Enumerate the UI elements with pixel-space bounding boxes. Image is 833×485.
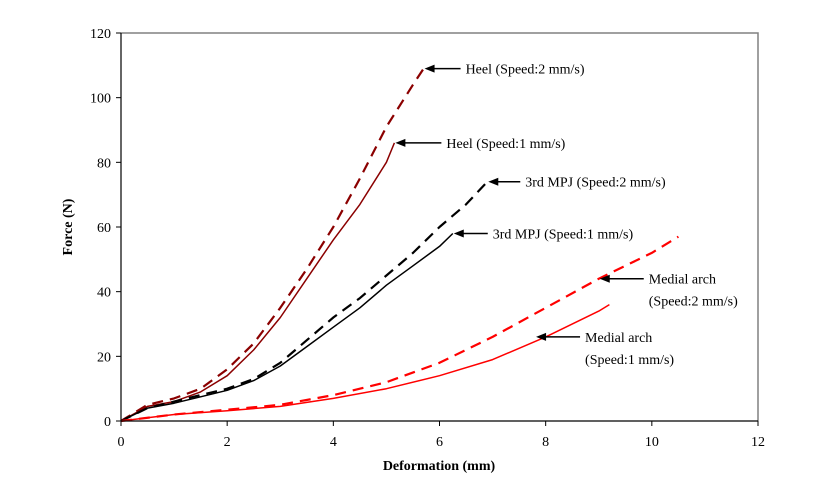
annotation-label: (Speed:1 mm/s) <box>585 353 674 368</box>
arrow-head <box>395 138 406 147</box>
y-tick-label: 60 <box>97 221 111 236</box>
y-tick-label: 80 <box>97 156 111 171</box>
series-line-6 <box>120 303 610 422</box>
arrow-head <box>424 64 435 73</box>
x-tick-label: 12 <box>751 435 765 450</box>
arrow-head <box>488 177 499 186</box>
y-tick-label: 120 <box>90 27 111 42</box>
arrow-head <box>536 332 547 341</box>
x-tick-label: 8 <box>542 435 549 450</box>
y-tick-label: 40 <box>97 286 111 301</box>
x-tick-label: 10 <box>645 435 659 450</box>
x-tick-label: 0 <box>118 435 125 450</box>
y-tick-label: 100 <box>90 92 111 107</box>
annotation-label: (Speed:2 mm/s) <box>649 295 738 310</box>
y-tick-label: 20 <box>97 350 111 365</box>
arrow-head <box>599 274 610 283</box>
annotation-label: Medial arch <box>585 331 652 346</box>
series-layer <box>120 67 679 423</box>
y-tick-label: 0 <box>104 415 111 430</box>
annotation-label: Heel (Speed:2 mm/s) <box>466 63 585 78</box>
series-line-3 <box>120 180 489 422</box>
x-axis-title: Deformation (mm) <box>383 459 496 474</box>
annotation-label: 3rd MPJ (Speed:2 mm/s) <box>525 176 666 191</box>
annotation-layer: Heel (Speed:2 mm/s) Heel (Speed:1 mm/s) 3r… <box>395 63 738 368</box>
annotation-label: Heel (Speed:1 mm/s) <box>446 137 565 152</box>
annotation-label: 3rd MPJ (Speed:1 mm/s) <box>493 227 634 242</box>
series-line-4 <box>120 232 454 422</box>
y-axis-title: Force (N) <box>61 198 76 255</box>
plot-frame <box>121 32 759 421</box>
x-tick-label: 4 <box>330 435 337 450</box>
plot-border <box>121 32 759 421</box>
annotation-label: Medial arch <box>649 273 716 288</box>
x-tick-label: 6 <box>436 435 443 450</box>
x-tick-label: 2 <box>224 435 231 450</box>
series-line-1 <box>120 67 425 422</box>
arrow-head <box>453 229 464 238</box>
series-line-5 <box>120 235 679 423</box>
series-line-2 <box>120 142 396 422</box>
